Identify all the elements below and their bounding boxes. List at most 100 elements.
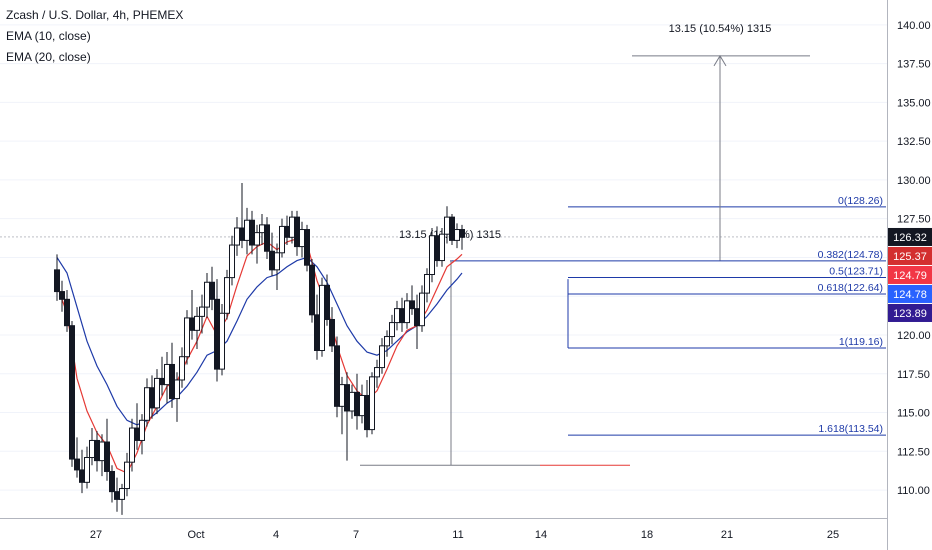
candle-body xyxy=(199,306,205,317)
x-tick-label: Oct xyxy=(187,529,204,541)
candle-body xyxy=(119,488,125,500)
candle-body xyxy=(174,379,180,400)
x-tick-label: 11 xyxy=(452,529,463,541)
candle-body xyxy=(299,229,305,248)
candle-body xyxy=(149,387,155,409)
price-axis-badge xyxy=(888,227,932,246)
candle-body xyxy=(229,244,235,279)
x-tick-label: 27 xyxy=(90,529,102,541)
candle-body xyxy=(339,384,345,407)
y-tick-label: 127.50 xyxy=(897,214,931,226)
x-tick-label: 4 xyxy=(273,529,279,541)
candle-body xyxy=(414,308,420,327)
fib-level-label: 0(128.26) xyxy=(838,195,883,207)
candle-body xyxy=(74,458,80,471)
y-tick-label: 135.00 xyxy=(897,97,931,109)
candle-body xyxy=(89,439,95,459)
x-tick-label: 25 xyxy=(827,529,839,541)
candle-body xyxy=(69,325,75,460)
candle-body xyxy=(454,229,460,241)
y-tick-label: 137.50 xyxy=(897,59,931,71)
candle-body xyxy=(459,229,465,238)
candle-body xyxy=(114,491,120,500)
candle-body xyxy=(394,308,400,324)
chart-legend: Zcash / U.S. Dollar, 4h, PHEMEX EMA (10,… xyxy=(6,5,183,68)
candle-body xyxy=(329,318,335,347)
candle-body xyxy=(124,461,130,490)
price-axis-badge-label: 124.79 xyxy=(893,270,927,282)
price-axis-badge xyxy=(888,303,932,322)
fib-level-label: 0.618(122.64) xyxy=(818,282,883,294)
candle-body xyxy=(219,312,225,370)
price-axis-badge xyxy=(888,265,932,284)
y-tick-label: 117.50 xyxy=(897,369,930,381)
candle-body xyxy=(354,391,360,417)
x-tick-label: 14 xyxy=(535,529,547,541)
candle-body xyxy=(294,216,300,248)
y-tick-label: 130.00 xyxy=(897,175,931,187)
price-axis-badge-label: 125.37 xyxy=(893,251,927,263)
candle-body xyxy=(399,308,405,324)
candle-body xyxy=(389,322,395,338)
candle-body xyxy=(84,457,90,483)
price-axis-badge xyxy=(888,246,932,265)
candle-body xyxy=(214,298,220,370)
candle-body xyxy=(94,439,100,462)
candle-body xyxy=(324,284,330,320)
candle-body xyxy=(179,356,185,381)
candle-body xyxy=(424,274,430,294)
candle-body xyxy=(104,441,110,472)
candle-body xyxy=(404,300,410,324)
candle-body xyxy=(139,419,145,441)
candle-body xyxy=(319,284,325,352)
fib-level-label: 0.382(124.78) xyxy=(818,249,883,261)
candle-body xyxy=(349,391,355,412)
candle-body xyxy=(379,345,385,369)
ema20-legend: EMA (20, close) xyxy=(6,50,91,64)
candle-body xyxy=(429,235,435,276)
y-tick-label: 112.50 xyxy=(897,446,930,458)
fib-level-label: 1(119.16) xyxy=(839,336,883,348)
candle-body xyxy=(184,317,190,358)
candle-body xyxy=(144,387,150,421)
fib-level-label: 1.618(113.54) xyxy=(818,423,883,435)
candle-body xyxy=(344,384,350,412)
ema10-legend: EMA (10, close) xyxy=(6,29,91,43)
candle-body xyxy=(109,470,115,493)
candle-body xyxy=(134,427,140,441)
ema10-line xyxy=(56,238,463,474)
y-tick-label: 140.00 xyxy=(897,20,931,32)
y-tick-label: 115.00 xyxy=(897,408,930,420)
candle-body xyxy=(249,219,255,246)
candle-body xyxy=(444,216,450,235)
candle-body xyxy=(129,427,135,463)
candle-body xyxy=(159,377,165,386)
candle-body xyxy=(194,315,200,331)
candle-body xyxy=(154,377,160,409)
candle-body xyxy=(289,216,295,238)
candle-body xyxy=(434,235,440,262)
candle-body xyxy=(264,224,270,252)
candle-body xyxy=(374,367,380,378)
candle-body xyxy=(254,232,260,246)
candle-body xyxy=(234,227,240,246)
candle-body xyxy=(54,269,60,293)
candle-body xyxy=(204,281,210,308)
y-tick-label: 120.00 xyxy=(897,330,931,342)
candle-body xyxy=(364,394,370,431)
candle-body xyxy=(274,252,280,271)
candle-body xyxy=(164,363,170,386)
candle-body xyxy=(224,277,230,314)
candle-body xyxy=(169,363,175,400)
candle-body xyxy=(284,225,290,238)
x-tick-label: 21 xyxy=(721,529,733,541)
x-tick-label: 7 xyxy=(353,529,359,541)
candle-body xyxy=(304,229,310,266)
candle-body xyxy=(409,300,415,310)
measure-arrow-head xyxy=(713,54,727,67)
candle-body xyxy=(269,250,275,271)
candle-body xyxy=(209,281,215,300)
ema20-line xyxy=(56,256,463,426)
candle-body xyxy=(314,314,320,352)
